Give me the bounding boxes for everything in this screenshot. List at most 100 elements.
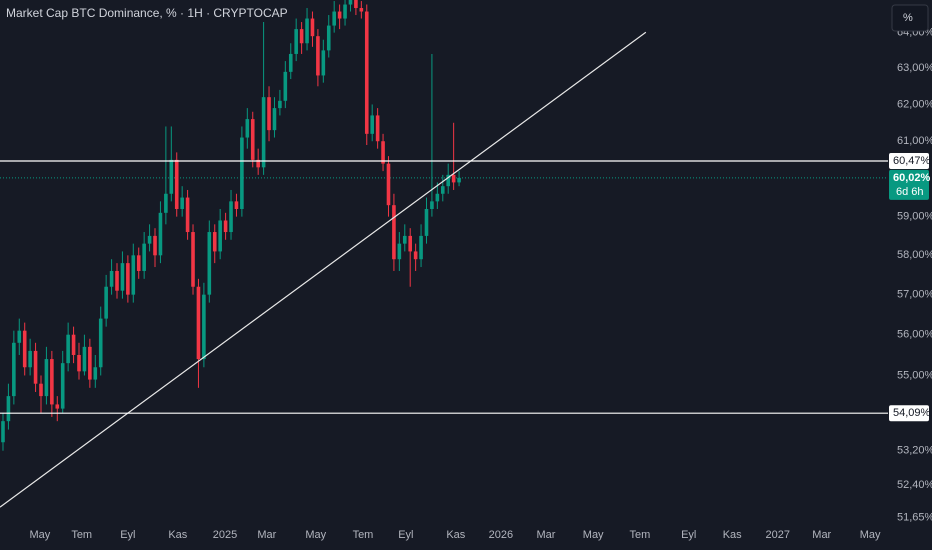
price-line-label-box bbox=[889, 405, 929, 422]
candle-body bbox=[50, 359, 54, 405]
candle-body bbox=[104, 286, 108, 319]
candle-body bbox=[316, 36, 320, 76]
x-tick-label: Kas bbox=[168, 529, 187, 541]
candle-body bbox=[234, 201, 239, 209]
candle-body bbox=[343, 4, 347, 19]
price-line-label: 54,09% bbox=[893, 407, 931, 419]
y-tick-label: 57,00% bbox=[897, 289, 932, 301]
candle-body bbox=[402, 235, 407, 244]
y-tick-label: 56,00% bbox=[897, 329, 932, 341]
candle-body bbox=[245, 119, 250, 138]
candle-body bbox=[98, 318, 103, 368]
candle-body bbox=[299, 29, 304, 44]
y-tick-label: 52,40% bbox=[897, 479, 932, 491]
candle-body bbox=[82, 346, 87, 372]
candle-body bbox=[185, 197, 190, 233]
candle-body bbox=[294, 29, 298, 54]
candle-body bbox=[131, 255, 136, 295]
x-tick-label: 2027 bbox=[766, 529, 790, 541]
candle-body bbox=[348, 0, 353, 5]
x-tick-label: Mar bbox=[536, 529, 555, 541]
candle-body bbox=[240, 137, 244, 209]
candle-body bbox=[457, 177, 461, 183]
y-tick-label: 61,00% bbox=[897, 135, 932, 147]
scale-button[interactable]: % bbox=[903, 12, 913, 24]
candle-body bbox=[413, 251, 418, 260]
candle-body bbox=[397, 243, 402, 260]
candle-body bbox=[305, 18, 309, 44]
x-tick-label: Mar bbox=[812, 529, 831, 541]
candle-body bbox=[93, 367, 98, 380]
candle-body bbox=[375, 115, 380, 142]
candle-body bbox=[430, 201, 434, 209]
candle-body bbox=[109, 270, 114, 287]
chart-title: Market Cap BTC Dominance, % · 1H · CRYPT… bbox=[6, 6, 288, 20]
trend-line bbox=[0, 31, 647, 508]
candle-body bbox=[55, 404, 60, 409]
x-tick-label: Tem bbox=[353, 529, 374, 541]
candle-body bbox=[256, 159, 260, 168]
candle-body bbox=[22, 330, 27, 368]
candle-body bbox=[12, 342, 16, 397]
x-tick-label: Tem bbox=[629, 529, 650, 541]
candle-body bbox=[218, 220, 222, 252]
candle-body bbox=[33, 350, 38, 384]
candle-body bbox=[207, 232, 212, 295]
candle-body bbox=[435, 193, 440, 202]
x-tick-label: May bbox=[30, 529, 51, 541]
candle-body bbox=[1, 421, 5, 443]
candle-body bbox=[142, 243, 146, 271]
y-tick-label: 53,20% bbox=[897, 445, 932, 457]
candle-body bbox=[446, 174, 451, 187]
candle-body bbox=[451, 174, 456, 183]
candle-body bbox=[191, 232, 195, 287]
candle-body bbox=[88, 346, 92, 380]
candle-body bbox=[440, 186, 445, 194]
candle-body bbox=[28, 350, 32, 368]
candle-body bbox=[212, 232, 217, 252]
x-tick-label: Tem bbox=[71, 529, 92, 541]
candle-body bbox=[250, 119, 255, 160]
candle-body bbox=[321, 50, 326, 76]
price-line-label-box bbox=[889, 152, 929, 169]
candle-body bbox=[381, 141, 385, 164]
candle-body bbox=[370, 115, 374, 134]
candle-body bbox=[120, 263, 125, 291]
y-tick-label: 59,00% bbox=[897, 211, 932, 223]
candle-body bbox=[164, 193, 168, 213]
candle-body bbox=[229, 201, 233, 233]
last-price-label: 60,02% bbox=[893, 172, 931, 184]
candle-body bbox=[115, 270, 119, 291]
candle-body bbox=[386, 163, 391, 206]
x-tick-label: 2025 bbox=[213, 529, 237, 541]
candle-body bbox=[261, 97, 266, 168]
candle-body bbox=[17, 330, 22, 343]
candle-body bbox=[71, 334, 76, 355]
x-tick-label: Kas bbox=[723, 529, 742, 541]
candle-body bbox=[202, 294, 206, 360]
x-tick-label: Eyl bbox=[681, 529, 696, 541]
candle-body bbox=[337, 11, 342, 19]
candle-body bbox=[364, 11, 369, 134]
candle-body bbox=[272, 108, 277, 131]
y-tick-label: 51,65% bbox=[897, 512, 932, 524]
candle-body bbox=[424, 208, 429, 236]
scale-button-box[interactable] bbox=[891, 4, 929, 32]
x-tick-label: Eyl bbox=[398, 529, 413, 541]
candle-body bbox=[408, 235, 413, 252]
y-tick-label: 55,00% bbox=[897, 369, 932, 381]
candle-body bbox=[60, 363, 65, 409]
x-tick-label: Mar bbox=[257, 529, 276, 541]
candle-body bbox=[267, 97, 271, 131]
y-tick-label: 63,00% bbox=[897, 62, 932, 74]
candle-body bbox=[153, 235, 157, 256]
candle-body bbox=[174, 159, 179, 209]
candle-body bbox=[147, 235, 152, 244]
price-line-label: 60,47% bbox=[893, 155, 931, 167]
candle-body bbox=[223, 220, 228, 233]
candle-body bbox=[310, 18, 315, 37]
x-tick-label: 2026 bbox=[489, 529, 513, 541]
